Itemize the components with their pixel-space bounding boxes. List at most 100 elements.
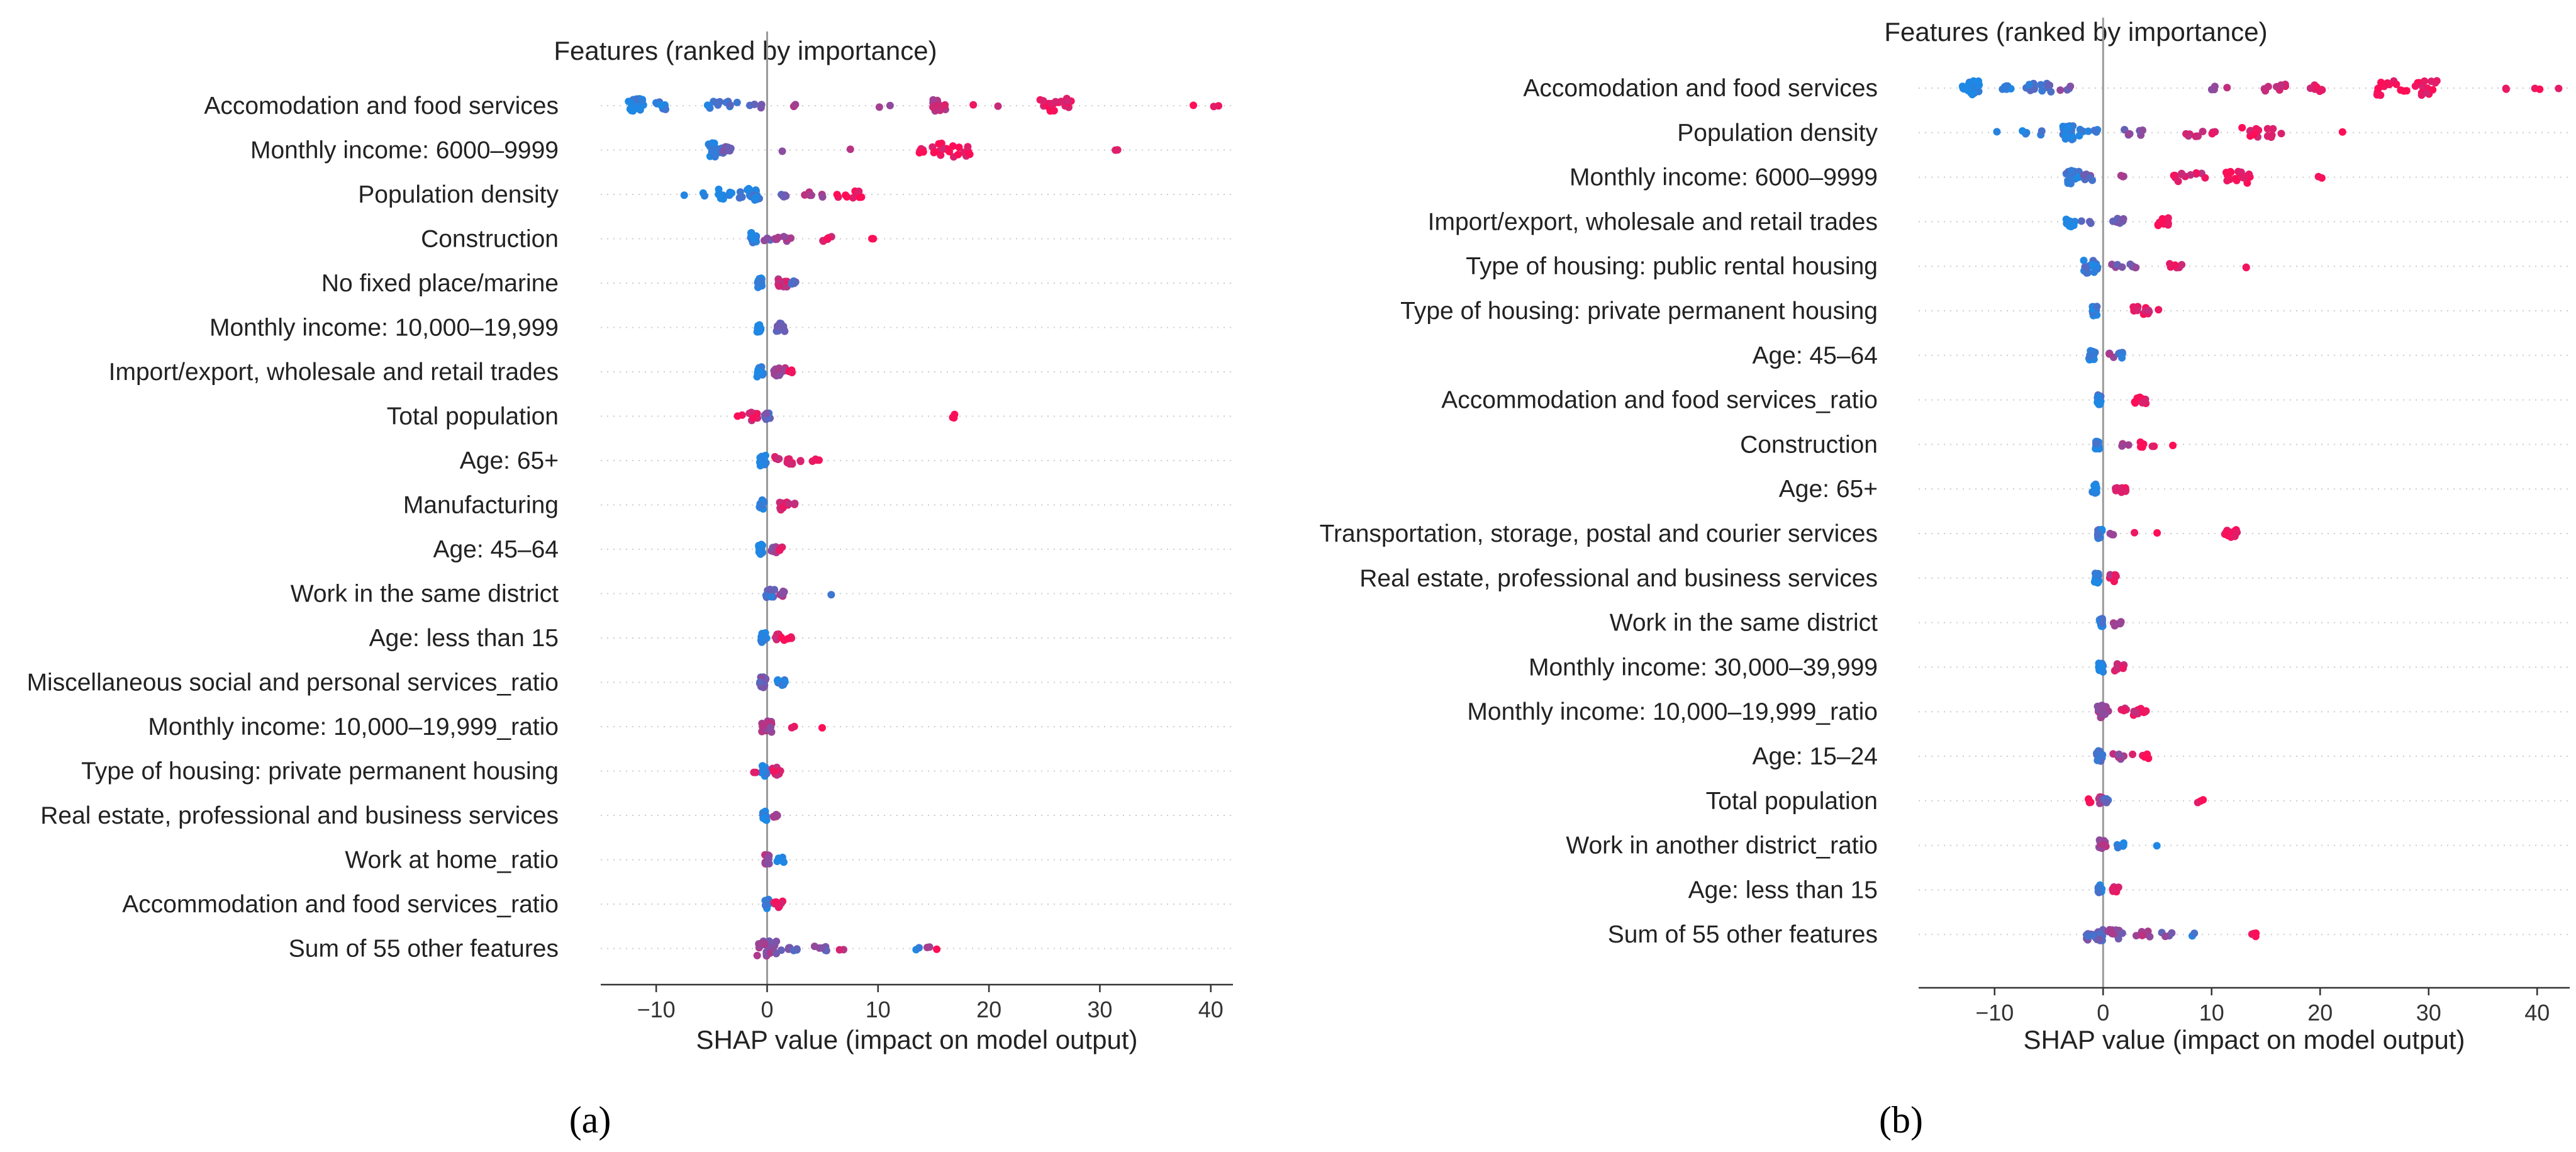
shap-point [2374,84,2382,92]
shap-point [2114,844,2122,852]
shap-point [2133,932,2140,940]
shap-point [750,100,759,108]
shap-point [2231,532,2239,540]
x-tick-label: 40 [2524,1000,2550,1026]
shap-point [791,101,800,109]
shap-point [818,944,826,952]
x-tick-label: 0 [761,997,773,1022]
shap-point [714,101,722,109]
shap-point [778,147,786,155]
feature-label: Import/export, wholesale and retail trad… [1428,208,1878,235]
shap-point [2268,131,2276,139]
shap-point [2139,126,2146,134]
shap-point [2025,81,2033,89]
shap-point [2164,221,2172,229]
shap-point [2084,127,2092,135]
shap-point [785,500,793,508]
shap-point [758,501,766,510]
shap-point [2158,215,2166,223]
shap-point [2122,487,2129,495]
feature-label: Construction [421,226,559,253]
shap-point [780,233,788,241]
feature-label: Monthly income: 10,000–19,999 [209,315,559,342]
shap-point [756,678,764,686]
shap-point [767,724,774,731]
shap-point [762,410,771,417]
shap-point [2131,528,2139,537]
shap-point [2109,530,2117,539]
shap-point [810,942,818,951]
shap-point [680,191,688,199]
shap-point [2132,264,2140,272]
shap-point [2119,441,2127,449]
shap-point [770,768,778,776]
shap-point [2092,440,2100,448]
shap-point [932,102,940,109]
shap-point [813,456,821,464]
shap-point [625,98,633,106]
shap-point [1113,146,1122,154]
shap-point [753,951,761,959]
shap-point [763,234,771,242]
shap-point [818,724,826,732]
shap-point [827,591,835,599]
shap-point [774,365,783,373]
feature-label: Sum of 55 other features [289,936,559,963]
shap-point [784,635,792,643]
shap-point [2148,442,2156,450]
shap-point [769,812,778,820]
shap-point [733,98,741,106]
shap-point [779,322,788,330]
shap-point [2192,169,2200,177]
shap-point [773,676,781,685]
shap-point [2238,124,2246,131]
shap-point [2555,84,2563,92]
shap-point [2433,77,2441,85]
shap-point [2208,130,2216,138]
shap-point [2106,571,2114,579]
shap-point [2038,87,2046,95]
shap-point [2085,795,2093,803]
shap-point [756,547,763,556]
shap-point [2178,171,2186,179]
shap-point [2094,530,2102,538]
feature-label: Age: less than 15 [369,625,559,652]
feature-label: Monthly income: 6000–9999 [250,137,559,164]
x-tick-label: −10 [637,997,676,1022]
shap-point [2099,751,2107,759]
shap-point [2110,577,2118,585]
shap-point [766,949,774,957]
shap-point [2080,257,2088,264]
feature-label: Monthly income: 10,000–19,999_ratio [148,713,559,741]
shap-point [2194,132,2202,140]
shap-point [761,902,769,909]
shap-point [788,369,796,377]
shap-point [787,234,795,242]
shap-point [941,101,949,109]
shap-point [752,768,760,776]
shap-point [969,101,978,109]
shap-point [2064,179,2072,187]
shap-point [708,148,716,156]
feature-label: Monthly income: 10,000–19,999_ratio [1467,698,1878,725]
x-tick-label: 30 [2416,1000,2441,1026]
shap-point [1958,82,1966,91]
shap-point [954,150,962,159]
shap-point [2090,578,2099,586]
shap-point [2093,749,2100,758]
shap-point [2373,91,2381,99]
shap-point [2110,622,2119,630]
shap-point [774,233,783,242]
shap-point [2187,171,2195,179]
shap-point [791,500,799,508]
shap-point [779,858,788,866]
feature-label: Type of housing: private permanent housi… [1400,298,1878,325]
shap-point [1052,98,1059,106]
feature-label: Work at home_ratio [345,847,559,874]
shap-point [638,97,646,105]
shap-point [2131,398,2139,406]
shap-point [2428,77,2435,86]
shap-point [2170,172,2178,179]
shap-point [2099,841,2107,849]
shap-point [2118,354,2126,362]
